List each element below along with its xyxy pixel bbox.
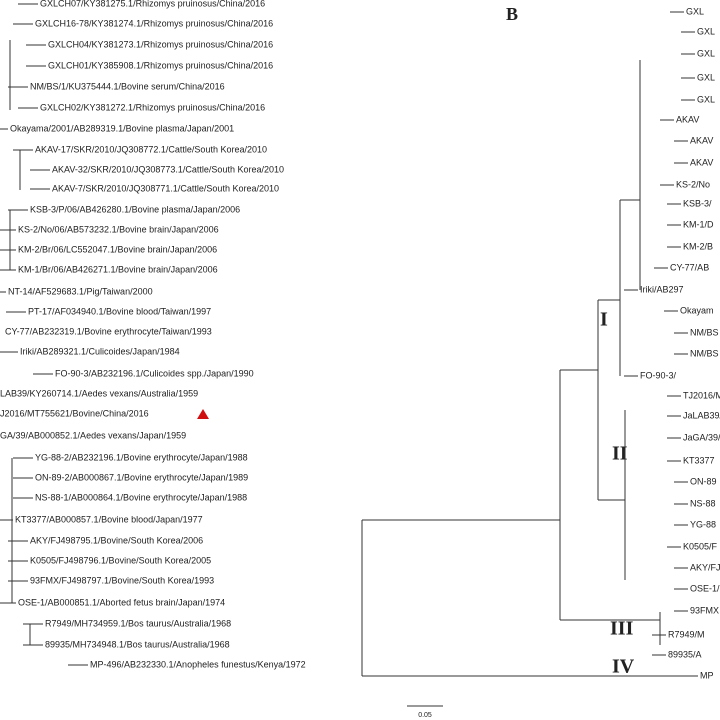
- leaf-label: GXL: [697, 48, 715, 58]
- leaf-label: YG-88: [690, 519, 716, 529]
- leaf-label: Okayam: [680, 305, 714, 315]
- leaf-label: LAB39/KY260714.1/Aedes vexans/Australia/…: [0, 388, 198, 398]
- leaf-label: CY-77/AB: [670, 262, 709, 272]
- leaf-label: YG-88-2/AB232196.1/Bovine erythrocyte/Ja…: [35, 452, 248, 462]
- leaf-label: AKAV-17/SKR/2010/JQ308772.1/Cattle/South…: [35, 144, 267, 154]
- leaf-label: FO-90-3/: [640, 370, 677, 380]
- leaf-label: MP: [700, 670, 714, 680]
- leaf-label: KSB-3/: [683, 198, 712, 208]
- leaf-label: GXL: [697, 26, 715, 36]
- leaf-label: KM-1/D: [683, 219, 714, 229]
- leaf-label: OSE-1/AB000851.1/Aborted fetus brain/Jap…: [18, 597, 225, 607]
- leaf-label: NM/BS/1/KU375444.1/Bovine serum/China/20…: [30, 81, 225, 91]
- leaf-label: GXLCH04/KY381273.1/Rhizomys pruinosus/Ch…: [48, 39, 273, 49]
- leaf-label: OSE-1/: [690, 583, 720, 593]
- leaf-label: KM-2/B: [683, 241, 713, 251]
- marker-triangle: [197, 409, 209, 419]
- leaf-label: AKY/FJ: [690, 562, 720, 572]
- leaf-label: 89935/A: [668, 649, 702, 659]
- leaf-label: NS-88-1/AB000864.1/Bovine erythrocyte/Ja…: [35, 492, 247, 502]
- clade-label: III: [610, 618, 634, 640]
- leaf-label: AKAV: [690, 157, 713, 167]
- leaf-label: Okayama/2001/AB289319.1/Bovine plasma/Ja…: [10, 123, 234, 133]
- leaf-label: AKAV-32/SKR/2010/JQ308773.1/Cattle/South…: [52, 164, 284, 174]
- clade-label: I: [600, 309, 608, 331]
- leaf-label: JaGA/39/: [683, 432, 720, 442]
- leaf-label: GA/39/AB000852.1/Aedes vexans/Japan/1959: [0, 430, 186, 440]
- leaf-label: Iriki/AB289321.1/Culicoides/Japan/1984: [20, 346, 180, 356]
- leaf-label: AKAV: [676, 114, 699, 124]
- leaf-label: PT-17/AF034940.1/Bovine blood/Taiwan/199…: [28, 306, 211, 316]
- leaf-label: CY-77/AB232319.1/Bovine erythrocyte/Taiw…: [5, 326, 212, 336]
- leaf-label: GXLCH07/KY381275.1/Rhizomys pruinosus/Ch…: [40, 0, 265, 8]
- clade-label: II: [612, 443, 628, 465]
- leaf-label: 93FMX/FJ498797.1/Bovine/South Korea/1993: [30, 575, 214, 585]
- leaf-label: KS-2/No: [676, 179, 710, 189]
- leaf-label: KM-2/Br/06/LC552047.1/Bovine brain/Japan…: [18, 244, 217, 254]
- leaf-label: KS-2/No/06/AB573232.1/Bovine brain/Japan…: [18, 224, 219, 234]
- clade-label: IV: [612, 656, 635, 678]
- leaf-label: ON-89-2/AB000867.1/Bovine erythrocyte/Ja…: [35, 472, 248, 482]
- leaf-label: KT3377/AB000857.1/Bovine blood/Japan/197…: [15, 514, 203, 524]
- leaf-label: JaLAB39/: [683, 410, 720, 420]
- leaf-label: AKAV: [690, 135, 713, 145]
- leaf-label: GXL: [697, 72, 715, 82]
- leaf-label: KSB-3/P/06/AB426280.1/Bovine plasma/Japa…: [30, 204, 240, 214]
- leaf-label: Iriki/AB297: [640, 284, 684, 294]
- scale-label: 0.05: [418, 712, 432, 719]
- leaf-label: AKAV-7/SKR/2010/JQ308771.1/Cattle/South …: [52, 183, 279, 193]
- leaf-label: FO-90-3/AB232196.1/Culicoides spp./Japan…: [55, 368, 254, 378]
- leaf-label: K0505/FJ498796.1/Bovine/South Korea/2005: [30, 555, 211, 565]
- leaf-label: 93FMX: [690, 605, 719, 615]
- leaf-label: K0505/F: [683, 541, 718, 551]
- leaf-label: R7949/M: [668, 629, 705, 639]
- leaf-label: GXL: [697, 94, 715, 104]
- leaf-label: NM/BS: [690, 327, 719, 337]
- leaf-label: KM-1/Br/06/AB426271.1/Bovine brain/Japan…: [18, 264, 218, 274]
- leaf-label: 89935/MH734948.1/Bos taurus/Australia/19…: [45, 639, 230, 649]
- panel-label: B: [506, 4, 518, 24]
- leaf-label: NS-88: [690, 498, 716, 508]
- leaf-label: MP-496/AB232330.1/Anopheles funestus/Ken…: [90, 659, 306, 669]
- leaf-label: R7949/MH734959.1/Bos taurus/Australia/19…: [45, 618, 231, 628]
- leaf-label: NT-14/AF529683.1/Pig/Taiwan/2000: [8, 286, 153, 296]
- leaf-label: GXLCH02/KY381272.1/Rhizomys pruinosus/Ch…: [40, 102, 265, 112]
- leaf-label: GXL: [686, 6, 704, 16]
- leaf-label: NM/BS: [690, 348, 719, 358]
- leaf-label: ON-89: [690, 476, 717, 486]
- leaf-label: GXLCH16-78/KY381274.1/Rhizomys pruinosus…: [35, 18, 273, 28]
- leaf-label: TJ2016/M: [683, 390, 720, 400]
- leaf-label: KT3377: [683, 455, 715, 465]
- leaf-label: GXLCH01/KY385908.1/Rhizomys pruinosus/Ch…: [48, 60, 273, 70]
- leaf-label: AKY/FJ498795.1/Bovine/South Korea/2006: [30, 535, 203, 545]
- leaf-label: J2016/MT755621/Bovine/China/2016: [0, 408, 149, 418]
